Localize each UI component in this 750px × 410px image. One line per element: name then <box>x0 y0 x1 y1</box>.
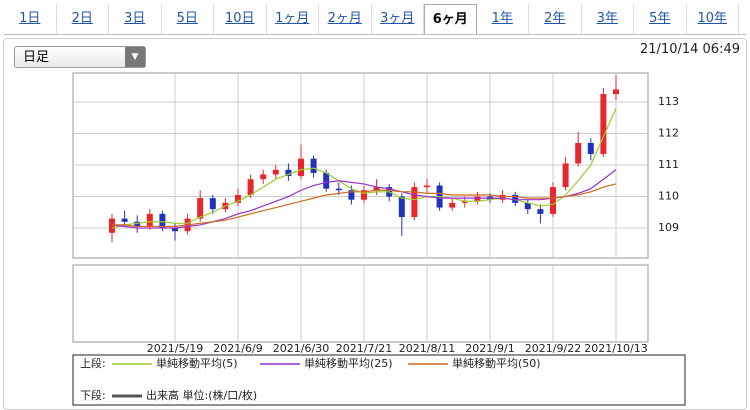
candle-body <box>600 94 607 154</box>
candle-body <box>373 187 380 191</box>
candle-body <box>562 163 569 188</box>
candle-body <box>172 228 178 232</box>
candle-body <box>260 174 267 180</box>
candle-body <box>298 158 304 177</box>
candle-body <box>449 202 456 208</box>
candle-body <box>109 218 115 233</box>
tab[interactable]: 3日 <box>109 4 162 34</box>
legend-label: 下段: <box>80 388 106 402</box>
candle-body <box>310 158 317 173</box>
x-tick-label: 2021/5/19 <box>147 342 203 355</box>
candle-body <box>235 194 241 203</box>
candle-body <box>285 169 292 177</box>
moving-average <box>111 108 617 229</box>
tab[interactable]: 6ヶ月 <box>424 4 477 34</box>
candle-body <box>550 187 556 214</box>
candle-body <box>209 198 216 210</box>
candle-body <box>398 196 405 218</box>
timestamp: 21/10/14 06:49 <box>640 42 740 57</box>
legend-entry: 単純移動平均(50) <box>452 356 541 370</box>
select-arrow[interactable]: ▼ <box>125 47 145 67</box>
legend-entry: 単純移動平均(5) <box>156 356 238 370</box>
legend-label: 上段: <box>80 356 106 370</box>
candle-body <box>361 190 367 200</box>
candle-body <box>499 194 506 200</box>
candle-body <box>146 213 153 227</box>
candle-body <box>134 221 141 227</box>
candle-body <box>512 194 519 203</box>
legend-entry: 出来高 単位:(株/口/枚) <box>146 388 257 402</box>
candle-body <box>197 198 204 219</box>
x-tick-label: 2021/10/13 <box>584 342 647 355</box>
legend-box <box>72 354 686 406</box>
tab[interactable]: 3ヶ月 <box>372 4 424 34</box>
candle-body <box>247 179 254 195</box>
x-tick-label: 2021/8/11 <box>399 342 455 355</box>
tab[interactable]: 2ヶ月 <box>319 4 372 34</box>
select-label: 日足 <box>23 50 50 65</box>
candle-body <box>335 188 342 191</box>
candle-body <box>474 196 481 202</box>
x-tick-label: 2021/6/9 <box>213 342 262 355</box>
candle-body <box>348 190 355 200</box>
x-tick-label: 2021/9/1 <box>465 342 514 355</box>
moving-average <box>111 169 617 229</box>
candle-body <box>613 89 619 95</box>
x-tick-label: 2021/7/21 <box>336 342 392 355</box>
tab[interactable]: 5年 <box>634 4 687 34</box>
candle-body <box>587 142 594 154</box>
candle-body <box>537 209 544 214</box>
legend-entry: 単純移動平均(25) <box>304 356 393 370</box>
candle-body <box>159 213 166 229</box>
y-tick-label: 113 <box>658 95 679 108</box>
candle-body <box>575 142 582 164</box>
tab-bar: 1日 2日 3日 5日 10日 1ヶ月 2ヶ月 3ヶ月 6ヶ月 1年 2年 3年 5年 10年 <box>4 4 746 35</box>
y-tick-label: 109 <box>658 221 679 234</box>
tab[interactable]: 10年 <box>687 4 739 34</box>
candle-body <box>411 187 418 218</box>
tab[interactable]: 2年 <box>529 4 582 34</box>
interval-select[interactable]: 日足 ▼ <box>14 46 146 68</box>
candle-body <box>272 169 279 175</box>
y-tick-label: 112 <box>658 127 679 140</box>
x-tick-label: 2021/6/30 <box>273 342 329 355</box>
moving-average <box>112 183 617 228</box>
tab[interactable]: 1日 <box>4 4 57 34</box>
tab[interactable]: 1年 <box>477 4 529 34</box>
y-tick-label: 110 <box>658 190 679 203</box>
y-tick-label: 111 <box>658 158 679 171</box>
tab[interactable]: 1ヶ月 <box>267 4 319 34</box>
candle-body <box>323 172 330 189</box>
x-tick-label: 2021/9/22 <box>525 342 581 355</box>
candle-body <box>461 201 468 203</box>
tab[interactable]: 2日 <box>57 4 109 34</box>
candle-body <box>424 185 430 188</box>
tab[interactable]: 3年 <box>582 4 634 34</box>
lower-panel <box>72 264 649 343</box>
tab[interactable]: 10日 <box>214 4 267 34</box>
candle-body <box>524 202 531 210</box>
candle-body <box>121 218 128 222</box>
tab[interactable]: 5日 <box>162 4 214 34</box>
